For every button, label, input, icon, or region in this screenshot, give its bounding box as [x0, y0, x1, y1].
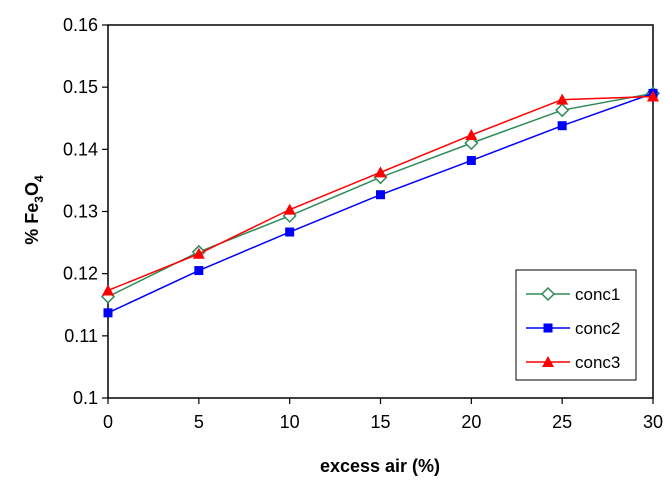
y-axis-title-sub2: 4	[32, 175, 46, 182]
y-tick-label: 0.1	[73, 388, 98, 408]
y-axis-title-prefix: % Fe	[22, 203, 42, 245]
x-axis-title: excess air (%)	[320, 456, 440, 476]
data-point-conc2	[194, 266, 204, 276]
data-point-conc2	[557, 121, 567, 131]
legend-label: conc1	[575, 285, 620, 304]
data-point-conc2	[103, 308, 113, 318]
y-axis-title-sub1: 3	[32, 196, 46, 203]
x-tick-label: 25	[552, 412, 572, 432]
y-tick-label: 0.11	[64, 326, 98, 346]
y-axis: 0.1 0.11 0.12 0.13 0.14 0.15 0.16	[63, 15, 108, 408]
legend-item-conc1: conc1	[526, 285, 620, 304]
y-tick-label: 0.16	[63, 15, 98, 35]
legend-label: conc2	[575, 319, 620, 338]
y-tick-label: 0.12	[63, 264, 98, 284]
data-point-conc2	[466, 156, 476, 166]
x-tick-label: 10	[280, 412, 300, 432]
x-tick-label: 0	[103, 412, 113, 432]
data-point-conc3	[556, 93, 569, 105]
data-point-conc3	[192, 247, 205, 259]
y-axis-title-mid: O	[22, 182, 42, 196]
y-tick-label: 0.14	[63, 139, 98, 159]
y-axis-title: % Fe3O4	[22, 175, 46, 245]
legend-label: conc3	[575, 353, 620, 372]
data-point-conc1	[555, 103, 570, 118]
y-tick-label: 0.15	[63, 77, 98, 97]
legend: conc1 conc2 conc3	[515, 269, 637, 381]
data-point-conc3	[465, 129, 478, 141]
legend-marker-conc3	[542, 356, 554, 367]
x-tick-label: 15	[370, 412, 390, 432]
x-tick-label: 30	[643, 412, 663, 432]
data-point-conc3	[647, 90, 659, 102]
legend-item-conc2: conc2	[526, 319, 620, 338]
x-tick-label: 20	[461, 412, 481, 432]
data-point-conc3	[374, 166, 387, 178]
x-tick-label: 5	[194, 412, 204, 432]
data-point-conc3	[283, 203, 296, 215]
series-layer	[100, 86, 661, 318]
data-point-conc2	[285, 227, 295, 237]
data-point-conc2	[376, 190, 385, 200]
legend-marker-conc1	[540, 286, 556, 302]
series-conc3	[102, 90, 659, 296]
x-axis: 0 5 10 15 20 25 30	[103, 398, 663, 432]
legend-item-conc3: conc3	[526, 353, 620, 372]
y-tick-label: 0.13	[63, 202, 98, 222]
data-point-conc1	[464, 136, 479, 151]
legend-marker-conc2	[543, 323, 553, 333]
data-point-conc3	[102, 284, 114, 296]
